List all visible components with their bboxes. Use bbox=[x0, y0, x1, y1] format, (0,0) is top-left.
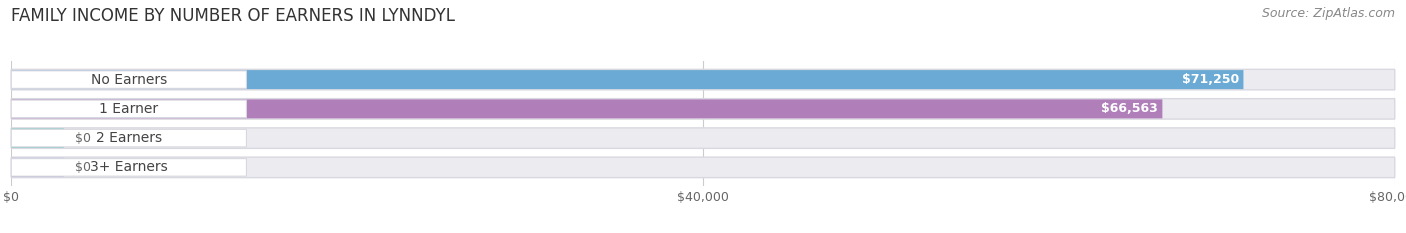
Text: $66,563: $66,563 bbox=[1101, 102, 1159, 115]
FancyBboxPatch shape bbox=[11, 71, 246, 88]
FancyBboxPatch shape bbox=[11, 99, 1163, 118]
FancyBboxPatch shape bbox=[11, 70, 1243, 89]
FancyBboxPatch shape bbox=[11, 158, 63, 177]
FancyBboxPatch shape bbox=[11, 128, 1395, 148]
Text: 1 Earner: 1 Earner bbox=[100, 102, 159, 116]
FancyBboxPatch shape bbox=[11, 99, 1395, 119]
Text: $0: $0 bbox=[75, 132, 91, 145]
Text: FAMILY INCOME BY NUMBER OF EARNERS IN LYNNDYL: FAMILY INCOME BY NUMBER OF EARNERS IN LY… bbox=[11, 7, 456, 25]
FancyBboxPatch shape bbox=[11, 129, 63, 148]
FancyBboxPatch shape bbox=[11, 69, 1395, 90]
FancyBboxPatch shape bbox=[11, 100, 246, 118]
FancyBboxPatch shape bbox=[11, 129, 246, 147]
Text: 3+ Earners: 3+ Earners bbox=[90, 160, 167, 174]
Text: Source: ZipAtlas.com: Source: ZipAtlas.com bbox=[1261, 7, 1395, 20]
Text: No Earners: No Earners bbox=[91, 73, 167, 87]
Text: 2 Earners: 2 Earners bbox=[96, 131, 162, 145]
FancyBboxPatch shape bbox=[11, 157, 1395, 178]
FancyBboxPatch shape bbox=[11, 159, 246, 176]
Text: $0: $0 bbox=[75, 161, 91, 174]
Text: $71,250: $71,250 bbox=[1182, 73, 1239, 86]
